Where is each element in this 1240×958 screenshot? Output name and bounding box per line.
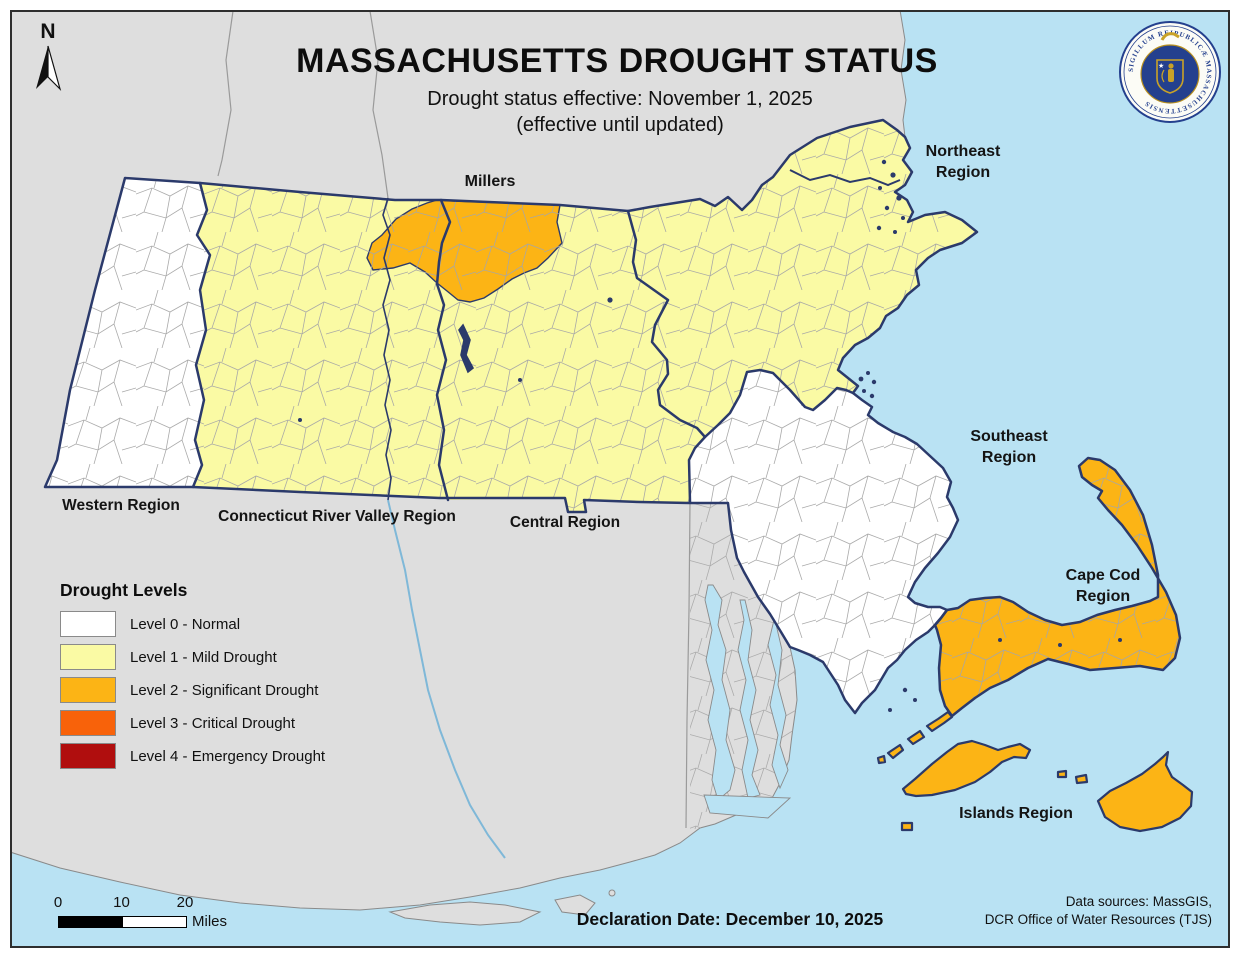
effective-date-text: Drought status effective: November 1, 20… — [427, 88, 813, 110]
effective-note-text: (effective until updated) — [516, 114, 724, 136]
islands-region-shapes — [876, 710, 1194, 833]
label-northeast-region: Northeast Region — [925, 143, 1001, 181]
label-western-region: Western Region — [62, 497, 180, 514]
neighbor-state-lines — [217, 11, 691, 829]
scale-bar-black-segment — [59, 917, 123, 927]
scale-tick-0: 0 — [53, 894, 63, 911]
coastal-speckles — [298, 159, 1122, 712]
long-island-sound-islands — [388, 889, 616, 926]
label-millers: Millers — [464, 173, 516, 190]
label-islands-region: Islands Region — [959, 805, 1073, 822]
seal-crest-arm-icon — [1160, 32, 1180, 41]
legend-swatch-level4 — [60, 743, 116, 769]
marthas-vineyard — [901, 739, 1032, 798]
legend-label-level4: Level 4 - Emergency Drought — [130, 747, 326, 765]
legend-swatch-level2 — [60, 677, 116, 703]
small-islands — [876, 754, 1089, 832]
drought-levels-legend: Drought Levels Level 0 - Normal Level 1 … — [60, 580, 325, 776]
label-central-region: Central Region — [509, 514, 621, 531]
scale-unit: Miles — [192, 913, 228, 930]
scale-bar-white-segment — [122, 917, 186, 927]
scale-bar-graphic — [58, 916, 187, 928]
scale-bar: 0 10 20 Miles — [54, 894, 278, 934]
label-ct-river-valley-region: Connecticut River Valley Region — [218, 508, 456, 525]
page-title: MASSACHUSETTS DROUGHT STATUS — [296, 42, 938, 80]
region-boundaries — [43, 118, 1182, 718]
legend-label-level2: Level 2 - Significant Drought — [130, 681, 319, 699]
legend-item-level3: Level 3 - Critical Drought — [60, 710, 325, 736]
legend-title: Drought Levels — [60, 580, 188, 600]
massachusetts-state-seal: SIGILLUM REIPUBLICÆ MASSACHUSETTENSIS ★ — [1119, 21, 1221, 123]
legend-swatch-level1 — [60, 644, 116, 670]
legend-label-level1: Level 1 - Mild Drought — [130, 648, 277, 666]
data-sources-line2: DCR Office of Water Resources (TJS) — [984, 911, 1212, 927]
legend-label-level3: Level 3 - Critical Drought — [130, 714, 296, 732]
north-arrow: N — [33, 20, 63, 97]
connecticut-river-ct — [387, 499, 506, 859]
elizabeth-islands — [886, 710, 954, 760]
legend-item-level1: Level 1 - Mild Drought — [60, 644, 325, 670]
hydro-details — [382, 169, 901, 501]
north-label: N — [40, 20, 56, 43]
legend-item-level4: Level 4 - Emergency Drought — [60, 743, 325, 769]
declaration-date: Declaration Date: December 10, 2025 — [576, 909, 884, 929]
scale-tick-20: 20 — [176, 894, 194, 911]
data-sources: Data sources: MassGIS, DCR Office of Wat… — [985, 893, 1212, 928]
label-cape-cod-region: Cape Cod Region — [1065, 567, 1141, 605]
label-southeast-region: Southeast Region — [970, 428, 1048, 466]
legend-item-level2: Level 2 - Significant Drought — [60, 677, 325, 703]
data-sources-line1: Data sources: MassGIS, — [1065, 894, 1212, 909]
north-arrow-icon — [36, 45, 62, 92]
legend-item-level0: Level 0 - Normal — [60, 611, 325, 637]
legend-swatch-level3 — [60, 710, 116, 736]
scale-tick-10: 10 — [113, 894, 130, 911]
narragansett-bay — [703, 584, 792, 819]
nantucket — [1096, 750, 1194, 833]
seal-star-icon: ★ — [1158, 62, 1164, 70]
legend-swatch-level0 — [60, 611, 116, 637]
legend-label-level0: Level 0 - Normal — [130, 615, 241, 633]
